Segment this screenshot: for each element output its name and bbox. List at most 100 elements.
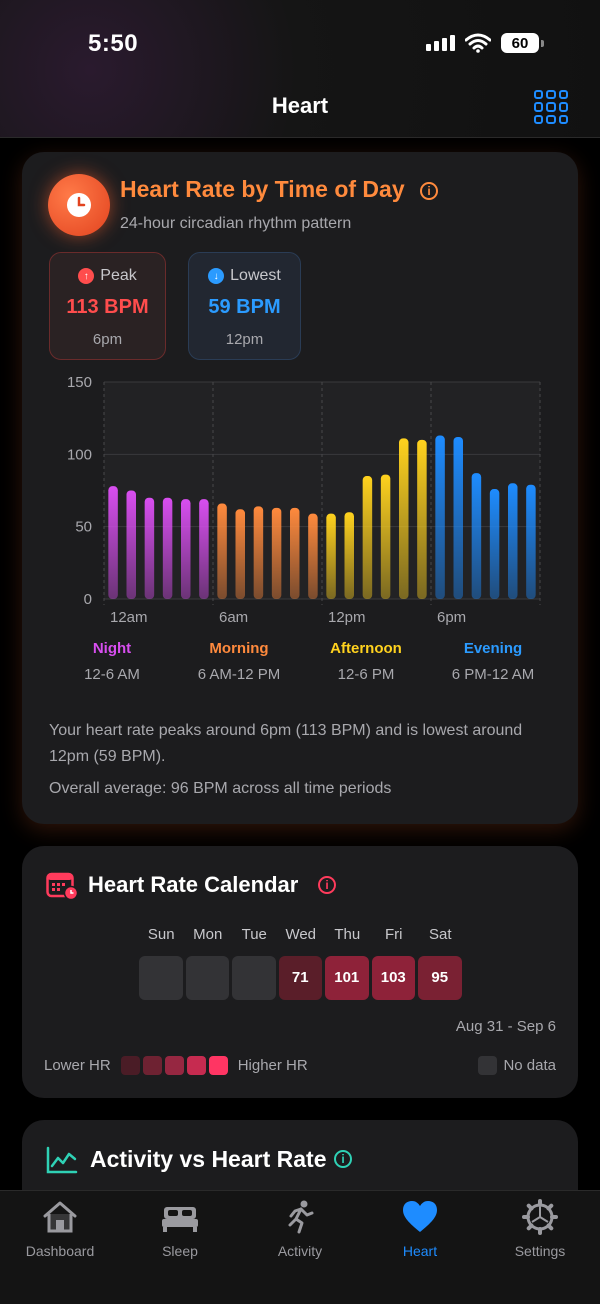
tab-label: Dashboard xyxy=(25,1243,95,1259)
weekday-label: Thu xyxy=(334,926,361,943)
heart-icon xyxy=(403,1201,437,1232)
period-night: Night 12-6 AM xyxy=(47,640,177,683)
status-time: 5:50 xyxy=(88,30,139,57)
clock-icon xyxy=(48,174,110,236)
lowest-stat: ↓ Lowest 59 BPM 12pm xyxy=(188,252,301,360)
legend-high-label: Higher HR xyxy=(237,1057,308,1074)
x-tick-label: 6pm xyxy=(437,609,466,626)
no-data-label: No data xyxy=(503,1057,556,1074)
period-morning: Morning 6 AM-12 PM xyxy=(174,640,304,683)
arrow-down-icon: ↓ xyxy=(208,268,225,284)
heart-rate-time-of-day-card: Heart Rate by Time of Day i 24-hour circ… xyxy=(22,152,578,824)
bar-hour-20 xyxy=(471,473,482,599)
calendar-day-cell[interactable] xyxy=(232,956,276,1000)
x-tick-label: 12am xyxy=(110,609,148,626)
period-name: Afternoon xyxy=(330,640,402,657)
period-legend: Night 12-6 AM Morning 6 AM-12 PM Afterno… xyxy=(22,640,578,690)
period-range: 6 PM-12 AM xyxy=(451,666,535,683)
calendar-day-cell[interactable]: 101 xyxy=(325,956,369,1000)
tab-activity[interactable]: Activity xyxy=(250,1199,350,1259)
period-afternoon: Afternoon 12-6 PM xyxy=(301,640,431,683)
overall-average: Overall average: 96 BPM across all time … xyxy=(49,780,392,797)
lowest-label: Lowest xyxy=(230,267,281,284)
bar-hour-8 xyxy=(253,506,264,599)
y-tick-label: 150 xyxy=(67,374,92,391)
house-icon xyxy=(43,1201,77,1233)
period-name: Morning xyxy=(209,640,269,657)
bar-hour-12 xyxy=(326,513,336,599)
calendar-day-cell[interactable] xyxy=(185,956,229,1000)
cellular-signal-icon xyxy=(426,35,455,51)
peak-stat: ↑ Peak 113 BPM 6pm xyxy=(49,252,166,360)
lowest-value: 59 BPM xyxy=(208,296,281,318)
peak-label: Peak xyxy=(100,267,137,284)
bar-hour-3 xyxy=(162,497,173,599)
info-icon[interactable]: i xyxy=(334,1150,352,1168)
heart-rate-description: Your heart rate peaks around 6pm (113 BP… xyxy=(49,722,523,765)
arrow-up-icon: ↑ xyxy=(78,268,95,284)
bar-hour-18 xyxy=(435,435,445,599)
gear-icon xyxy=(522,1199,558,1235)
bar-hour-1 xyxy=(126,490,136,599)
page-title: Heart xyxy=(271,93,329,118)
calendar-title: Heart Rate Calendar xyxy=(88,872,299,897)
period-name: Evening xyxy=(463,640,523,657)
period-range: 12-6 AM xyxy=(84,666,140,683)
bar-hour-11 xyxy=(308,513,318,599)
weekday-label: Fri xyxy=(385,926,403,943)
tab-dashboard[interactable]: Dashboard xyxy=(10,1199,110,1259)
y-tick-label: 100 xyxy=(67,446,92,463)
period-range: 12-6 PM xyxy=(337,666,395,683)
peak-value: 113 BPM xyxy=(66,296,149,318)
tab-label: Sleep xyxy=(162,1243,198,1259)
weekday-label: Mon xyxy=(193,926,223,943)
tab-sleep[interactable]: Sleep xyxy=(130,1199,230,1259)
battery-icon: 60 xyxy=(501,33,544,53)
bar-hour-17 xyxy=(417,439,427,599)
tab-label: Settings xyxy=(514,1243,566,1259)
heart-rate-bar-chart: 0 50 100 150 12am 6am 12pm 6pm xyxy=(67,374,541,626)
x-tick-label: 6am xyxy=(219,609,248,626)
tab-label: Activity xyxy=(277,1243,323,1259)
calendar-day-cell[interactable] xyxy=(139,956,183,1000)
calendar-week-row: 71 101 103 95 xyxy=(139,956,462,1000)
line-chart-icon xyxy=(46,1146,78,1174)
bar-hour-4 xyxy=(181,499,191,599)
battery-level: 60 xyxy=(501,33,539,53)
calendar-day-cell[interactable]: 71 xyxy=(278,956,322,1000)
grid-icon[interactable] xyxy=(534,90,568,124)
heat-legend: Lower HR Higher HR xyxy=(44,1056,308,1075)
bar-hour-19 xyxy=(453,436,463,599)
info-icon[interactable]: i xyxy=(318,876,336,894)
calendar-day-cell[interactable]: 95 xyxy=(418,956,462,1000)
period-name: Night xyxy=(92,640,132,657)
bar-hour-6 xyxy=(217,503,227,599)
period-evening: Evening 6 PM-12 AM xyxy=(428,640,558,683)
peak-time: 6pm xyxy=(92,331,123,348)
no-data-legend: No data xyxy=(478,1056,556,1075)
card-subtitle: 24-hour circadian rhythm pattern xyxy=(120,215,352,232)
weekday-label: Sat xyxy=(428,926,452,943)
legend-swatches xyxy=(120,1056,228,1075)
wifi-icon xyxy=(465,33,491,53)
running-figure-icon xyxy=(288,1200,314,1234)
bed-icon xyxy=(162,1207,198,1232)
info-icon[interactable]: i xyxy=(420,182,438,200)
tab-settings[interactable]: Settings xyxy=(490,1199,590,1259)
bar-hour-22 xyxy=(508,483,518,599)
tab-heart[interactable]: Heart xyxy=(370,1199,470,1259)
bar-hour-10 xyxy=(290,507,300,599)
activity-card-title: Activity vs Heart Rate xyxy=(90,1146,327,1172)
top-bar: 5:50 60 Heart xyxy=(0,0,600,138)
bar-hour-16 xyxy=(399,438,409,599)
weekday-labels: Sun Mon Tue Wed Thu Fri Sat xyxy=(138,926,464,943)
calendar-day-cell[interactable]: 103 xyxy=(371,956,415,1000)
period-range: 6 AM-12 PM xyxy=(197,666,281,683)
y-tick-label: 50 xyxy=(75,519,92,536)
tab-label: Heart xyxy=(402,1243,438,1259)
date-range: Aug 31 - Sep 6 xyxy=(455,1018,556,1035)
y-tick-label: 0 xyxy=(84,591,92,608)
bar-hour-23 xyxy=(526,484,536,599)
bar-hour-2 xyxy=(144,497,155,599)
weekday-label: Tue xyxy=(241,926,267,943)
